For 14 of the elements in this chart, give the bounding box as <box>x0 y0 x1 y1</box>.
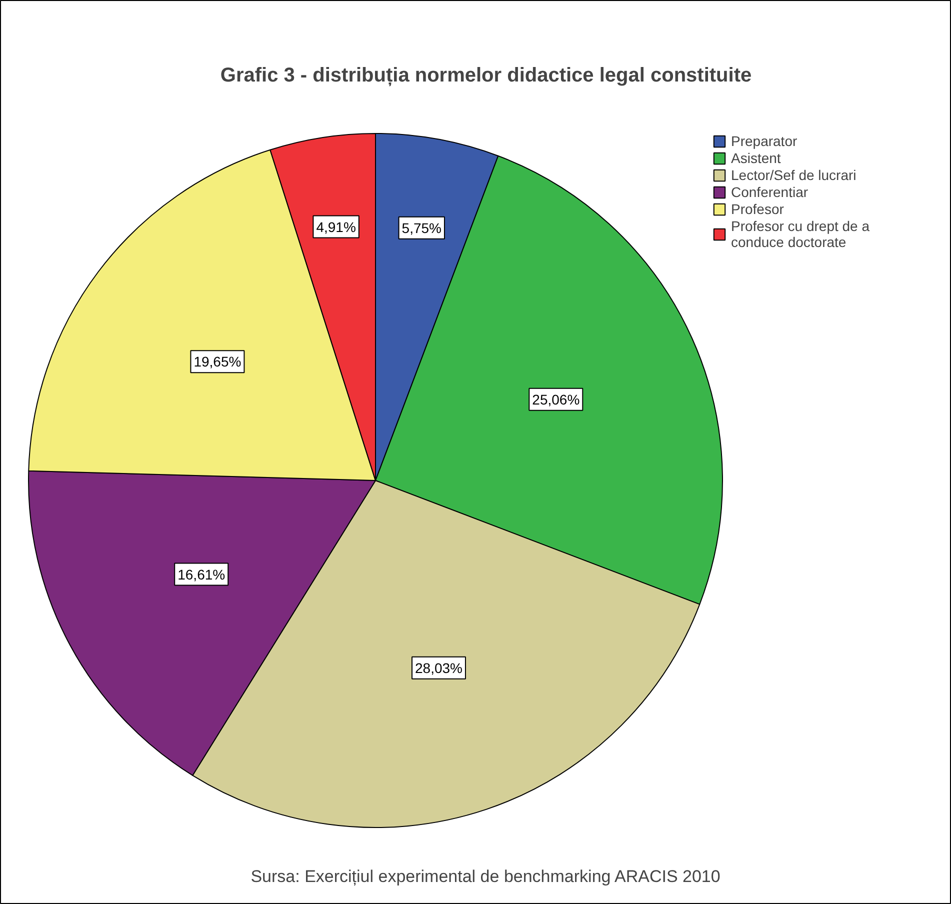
data-label: 4,91% <box>316 218 356 235</box>
legend-label: Conferentiar <box>731 184 808 200</box>
data-label: 25,06% <box>532 391 580 408</box>
data-label: 16,61% <box>178 566 226 582</box>
data-label: 5,75% <box>402 220 442 236</box>
text: Sursa: Exercițiul experimental de benchmarking ARACIS 2010 <box>250 867 720 886</box>
legend-label: Profesor <box>731 201 784 217</box>
legend-label: Asistent <box>731 150 781 166</box>
data-label: 28,03% <box>414 660 462 676</box>
chart-title: Grafic 3 - distribuția normelor didactice legal constituite <box>220 64 752 86</box>
data-label: 19,65% <box>194 354 242 370</box>
legend-label: Lector/Sef de lucrari <box>731 167 856 183</box>
legend-label: Profesor cu drept de a conduce doctorate <box>731 218 870 250</box>
legend-label: Preparator <box>731 133 798 149</box>
